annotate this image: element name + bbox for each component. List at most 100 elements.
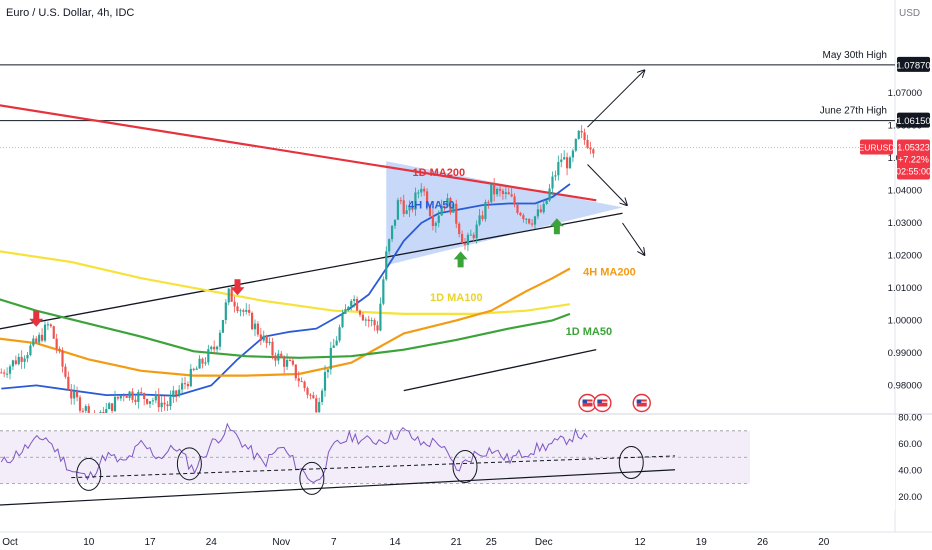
time-tick-label: 25 (486, 537, 498, 548)
candle-body (131, 391, 134, 400)
candle-body (580, 130, 583, 133)
price-tick-label: 1.04000 (888, 186, 922, 197)
candle-body (145, 398, 149, 404)
candle-body (563, 157, 566, 160)
candle-body (40, 334, 44, 341)
candle-body (446, 198, 449, 207)
candle-body (463, 243, 467, 245)
candle-body (52, 326, 55, 339)
candle-body (43, 324, 47, 341)
candle-body (262, 335, 265, 341)
candle-body (554, 175, 557, 177)
candle-body (259, 334, 262, 341)
candle-body (484, 202, 487, 220)
event-icon-stripes (636, 399, 647, 407)
candle-body (481, 215, 484, 220)
candle-body (493, 183, 496, 195)
candle-body (382, 279, 385, 304)
candle-body (504, 192, 507, 194)
price-tick-label: 0.98000 (888, 380, 922, 391)
level-label: May 30th High (823, 50, 887, 61)
candle-body (303, 381, 306, 389)
candle-body (490, 183, 493, 203)
candle-body (14, 360, 17, 365)
rsi-highlight-circle (452, 449, 478, 483)
candle-body (99, 412, 102, 413)
event-icon-canton (636, 399, 642, 403)
arrow-down-icon (230, 279, 245, 296)
price-tick-label: 1.07000 (888, 88, 922, 99)
time-tick-label: 14 (389, 537, 401, 548)
candle-body (411, 206, 414, 210)
candle-body (157, 394, 160, 408)
candle-body (172, 390, 175, 398)
candle-body (291, 360, 295, 365)
candle-body (242, 310, 245, 312)
candle-body (335, 340, 338, 346)
candle-body (516, 204, 519, 213)
price-tick-label: 1.01000 (888, 283, 922, 294)
candle-body (431, 215, 435, 226)
candle-body (3, 372, 6, 374)
candle-body (110, 403, 114, 411)
candle-body (329, 347, 332, 370)
candle-body (423, 188, 426, 192)
candle-body (513, 196, 516, 205)
time-tick-label: 17 (144, 537, 156, 548)
time-tick-label: Dec (535, 537, 553, 548)
candle-body (38, 334, 41, 343)
candle-body (536, 209, 540, 217)
candle-body (428, 207, 432, 216)
candle-body (285, 360, 289, 367)
event-icon-stripe (597, 401, 608, 403)
rsi-tick-label: 40.00 (898, 465, 922, 476)
currency-label: USD (899, 8, 920, 19)
time-axis[interactable]: Oct 10 17 24 Nov 7 14 21 25 Dec 12 19 26 20 (2, 537, 830, 548)
candle-body (408, 206, 411, 211)
candle-body (29, 345, 32, 356)
support-trendline (0, 212, 623, 330)
candle-body (332, 345, 335, 348)
event-icon-stripes (597, 399, 608, 407)
ma-label: 1D MA200 (413, 167, 466, 179)
candle-body (198, 358, 201, 369)
candle-body (458, 223, 461, 234)
candle-body (417, 192, 420, 194)
candle-body (204, 362, 207, 364)
candle-body (539, 209, 542, 213)
candle-body (20, 356, 23, 362)
candle-body (420, 188, 423, 193)
price-tick-label: 1.00000 (888, 315, 922, 326)
rsi-highlight-circle (176, 447, 202, 481)
candle-body (64, 366, 67, 377)
candle-body (498, 188, 502, 191)
candle-body (344, 309, 347, 314)
event-icon-stripe (636, 401, 647, 403)
rsi-trendline (0, 469, 676, 506)
candle-body (236, 306, 239, 312)
candle-body (297, 378, 300, 382)
candle-body (315, 398, 318, 413)
ma-label: 1D MA50 (566, 326, 612, 338)
candle-body (0, 372, 3, 374)
candle-body (192, 368, 195, 370)
candle-body (452, 203, 455, 213)
price-axis[interactable]: 1.070001.060001.050001.040001.030001.020… (859, 56, 931, 503)
price-change-text: +7.22% (898, 155, 929, 165)
support-trendline-lower (403, 349, 597, 392)
level-price-text: 1.06150 (896, 116, 930, 127)
candle-body (265, 335, 268, 344)
candle-body (175, 390, 178, 395)
ma-label: 1D MA100 (430, 292, 483, 304)
candle-body (440, 205, 443, 216)
candle-body (402, 200, 405, 214)
candle-body (437, 215, 440, 223)
candle-body (169, 397, 172, 407)
rsi-highlight-circle (618, 446, 644, 479)
level-price-badge (897, 112, 930, 128)
ma-label: 4H MA200 (583, 267, 636, 279)
candle-body (113, 396, 117, 411)
candle-body (501, 190, 505, 194)
candle-body (519, 212, 522, 216)
